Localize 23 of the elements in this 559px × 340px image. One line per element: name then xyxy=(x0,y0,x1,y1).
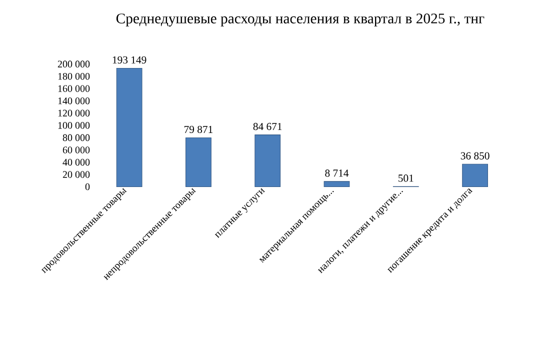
data-label: 193 149 xyxy=(112,56,146,64)
bar xyxy=(186,137,212,187)
bar xyxy=(324,181,350,187)
data-label: 501 xyxy=(398,174,414,182)
data-label: 84 671 xyxy=(253,122,282,130)
data-label: 36 850 xyxy=(460,152,490,160)
y-tick-label: 180 000 xyxy=(58,72,90,80)
y-tick-label: 200 000 xyxy=(58,60,90,68)
y-tick-label: 140 000 xyxy=(58,97,90,104)
bar xyxy=(462,164,488,187)
y-tick-label: 40 000 xyxy=(62,158,90,166)
y-tick-label: 0 xyxy=(85,183,90,190)
data-label: 79 871 xyxy=(184,126,212,133)
y-tick-label: 60 000 xyxy=(62,146,90,154)
data-label: 8 714 xyxy=(325,169,349,177)
y-tick-label: 100 000 xyxy=(58,122,90,129)
y-tick-label: 160 000 xyxy=(58,85,90,92)
y-tick-label: 120 000 xyxy=(58,110,90,116)
chart-title: Среднедушевые расходы населения в квартал в 2025 г., тнг xyxy=(116,13,484,26)
y-tick-label: 20 000 xyxy=(62,171,90,178)
bar xyxy=(116,68,142,187)
y-tick-label: 80 000 xyxy=(62,134,90,141)
bar xyxy=(254,134,281,187)
